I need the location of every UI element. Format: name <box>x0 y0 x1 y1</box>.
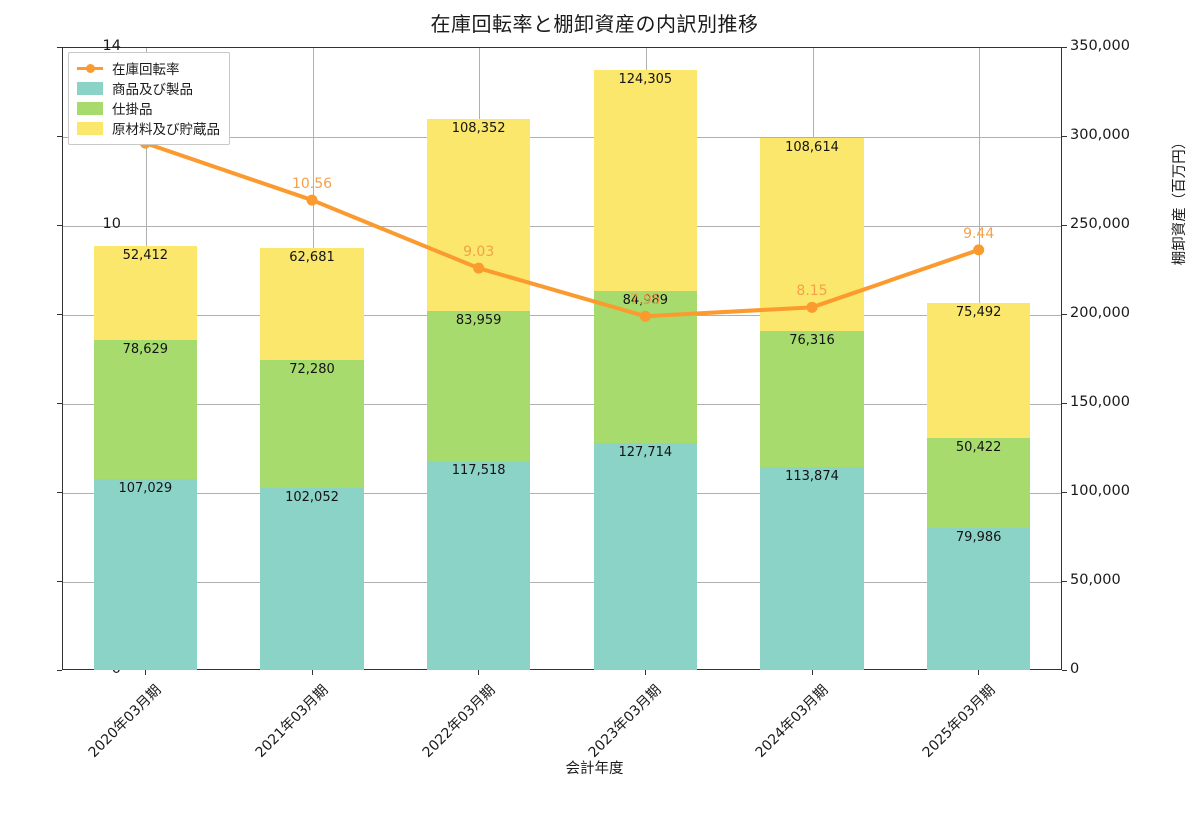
right-axis-tick-label: 0 <box>1070 661 1080 677</box>
legend-item[interactable]: 原材料及び貯蔵品 <box>77 118 220 138</box>
right-axis-tick-mark <box>1062 402 1067 404</box>
legend-item-label: 在庫回転率 <box>112 62 180 78</box>
bar-segment <box>93 339 197 480</box>
left-axis-tick-mark <box>57 224 62 226</box>
bar-segment <box>93 479 197 670</box>
bar-segment <box>593 442 697 670</box>
x-axis-tick-mark <box>144 670 146 675</box>
x-axis-tick-mark <box>311 670 313 675</box>
right-axis-tick-mark <box>1062 46 1067 48</box>
line-value-label: 8.15 <box>796 283 828 300</box>
line-value-label: 7.95 <box>629 292 661 309</box>
bar-value-label: 107,029 <box>118 481 173 497</box>
right-axis-tick-label: 250,000 <box>1070 216 1130 232</box>
bar-value-label: 78,629 <box>122 341 169 357</box>
gridline-horizontal <box>63 403 1061 405</box>
left-axis-tick-mark <box>57 313 62 315</box>
bar-value-label: 75,492 <box>955 305 1002 321</box>
bar-value-label: 108,352 <box>451 120 506 136</box>
right-axis-tick-label: 350,000 <box>1070 38 1130 54</box>
bar-value-label: 83,959 <box>455 313 502 329</box>
legend-item-label: 仕掛品 <box>112 102 153 118</box>
legend-color-swatch-icon <box>77 81 103 95</box>
bar-segment <box>260 359 364 489</box>
x-axis-tick-mark <box>478 670 480 675</box>
bar-value-label: 127,714 <box>618 444 673 460</box>
left-axis-tick-mark <box>57 46 62 48</box>
right-axis-tick-mark <box>1062 491 1067 493</box>
chart-title: 在庫回転率と棚卸資産の内訳別推移 <box>430 12 759 36</box>
bar-segment <box>760 331 864 468</box>
left-axis-tick-mark <box>57 135 62 137</box>
gridline-horizontal <box>63 492 1061 494</box>
x-axis-label: 会計年度 <box>565 761 624 777</box>
bar-segment <box>593 70 697 292</box>
right-axis-tick-mark <box>1062 580 1067 582</box>
x-axis-tick-mark <box>644 670 646 675</box>
bar-value-label: 79,986 <box>955 529 1002 545</box>
bar-segment <box>427 460 531 670</box>
right-axis-tick-mark <box>1062 669 1067 671</box>
x-axis-tick-mark <box>811 670 813 675</box>
bar-segment <box>593 291 697 443</box>
legend-line-marker-icon <box>77 62 103 75</box>
bar-value-label: 117,518 <box>451 462 506 478</box>
gridline-horizontal <box>63 136 1061 138</box>
bar-segment <box>927 303 1031 438</box>
left-axis-tick-mark <box>57 491 62 493</box>
right-axis-tick-label: 200,000 <box>1070 305 1130 321</box>
bar-value-label: 124,305 <box>618 72 673 88</box>
bar-value-label: 102,052 <box>285 490 339 506</box>
bar-segment <box>427 311 531 461</box>
right-axis-tick-label: 150,000 <box>1070 394 1130 410</box>
gridline-horizontal <box>63 225 1061 227</box>
right-axis-label: 棚卸資産（百万円） <box>1172 134 1188 266</box>
inventory-turnover-chart: 在庫回転率と棚卸資産の内訳別推移 02468101214050,000100,0… <box>57 12 1188 777</box>
bar-segment <box>427 118 531 312</box>
bar-segment <box>927 437 1031 528</box>
legend-item[interactable]: 商品及び製品 <box>77 78 220 98</box>
left-axis-tick-label: 10 <box>102 216 121 232</box>
legend-color-swatch-icon <box>77 101 103 115</box>
legend-item[interactable]: 在庫回転率 <box>77 58 220 78</box>
line-value-label: 10.56 <box>291 176 333 193</box>
gridline-horizontal <box>63 581 1061 583</box>
bar-segment <box>260 488 364 670</box>
bar-value-label: 113,874 <box>785 469 839 485</box>
chart-legend: 在庫回転率商品及び製品 仕掛品原材料及び貯蔵品 <box>68 52 230 145</box>
bar-value-label: 50,422 <box>955 439 1002 455</box>
right-axis-tick-mark <box>1062 313 1067 315</box>
bar-value-label: 62,681 <box>289 250 335 266</box>
legend-item-label: 商品及び製品 <box>112 82 193 98</box>
bar-segment <box>927 527 1031 670</box>
legend-item-label: 原材料及び貯蔵品 <box>112 122 220 138</box>
line-value-label: 9.03 <box>463 244 495 261</box>
right-axis-tick-mark <box>1062 135 1067 137</box>
bar-segment <box>760 138 864 332</box>
bar-value-label: 72,280 <box>289 361 335 377</box>
x-axis-tick-mark <box>978 670 980 675</box>
left-axis-tick-mark <box>57 580 62 582</box>
legend-color-swatch-icon <box>77 121 103 135</box>
bar-value-label: 52,412 <box>122 248 169 264</box>
right-axis-tick-mark <box>1062 224 1067 226</box>
bar-segment <box>760 467 864 670</box>
left-axis-tick-mark <box>57 402 62 404</box>
right-axis-tick-label: 50,000 <box>1070 572 1121 588</box>
legend-item[interactable]: 仕掛品 <box>77 98 220 118</box>
bar-value-label: 76,316 <box>789 333 835 349</box>
bar-value-label: 108,614 <box>785 140 839 156</box>
right-axis-tick-label: 100,000 <box>1070 483 1130 499</box>
line-value-label: 9.44 <box>963 225 995 242</box>
right-axis-tick-label: 300,000 <box>1070 127 1130 143</box>
left-axis-tick-mark <box>57 669 62 671</box>
left-axis-tick-label: 14 <box>102 38 121 54</box>
